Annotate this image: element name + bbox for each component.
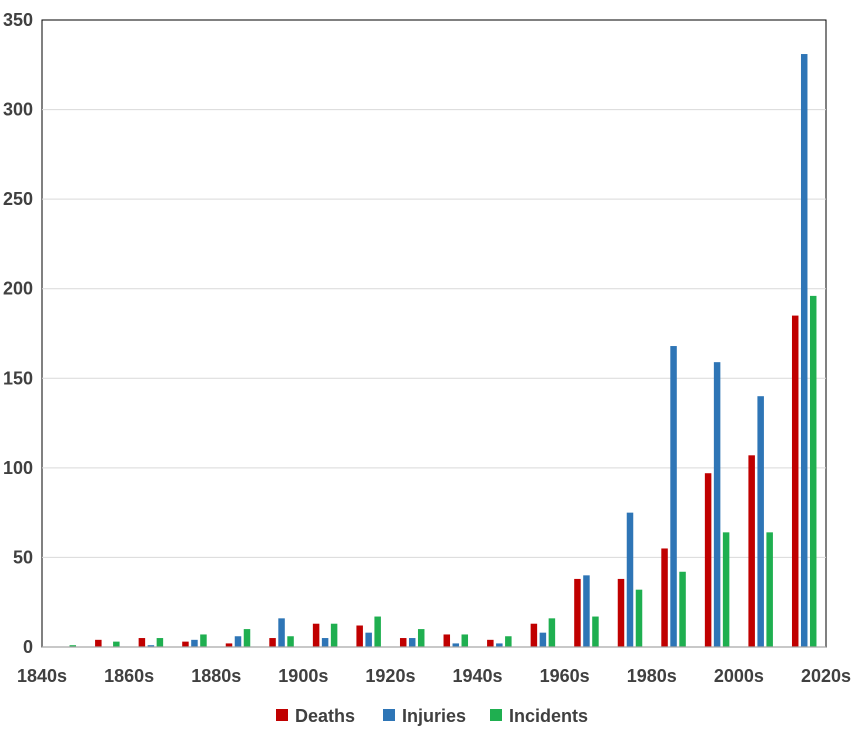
y-tick-label: 50: [13, 547, 33, 567]
bar-injuries-1960s: [583, 575, 590, 647]
bar-incidents-1870s: [200, 634, 207, 647]
bar-deaths-1920s: [399, 638, 407, 647]
bar-injuries-2010s: [800, 54, 808, 647]
bar-incidents-1880s: [243, 629, 251, 647]
bar-incidents-1940s: [505, 636, 512, 647]
bar-incidents-1850s: [113, 641, 120, 647]
bar-deaths-1970s: [617, 578, 625, 647]
bar-injuries-1930s: [452, 643, 460, 647]
bar-injuries-1890s: [278, 618, 285, 647]
bar-injuries-1860s: [147, 645, 155, 647]
bar-deaths-1990s: [704, 473, 712, 647]
bar-deaths-1850s: [95, 639, 102, 647]
bar-injuries-1940s: [496, 643, 503, 647]
x-tick-label: 1840s: [17, 666, 67, 686]
bar-deaths-1870s: [182, 641, 189, 647]
bar-injuries-2000s: [757, 396, 764, 647]
y-tick-label: 300: [3, 100, 33, 120]
legend-swatch-incidents: [490, 709, 502, 721]
bar-incidents-1860s: [156, 638, 164, 647]
bar-injuries-1880s: [234, 636, 242, 647]
bar-deaths-1900s: [312, 623, 320, 647]
bar-incidents-1930s: [461, 634, 469, 647]
bar-incidents-1900s: [330, 623, 338, 647]
bar-deaths-1880s: [225, 643, 233, 647]
bar-deaths-2010s: [791, 315, 799, 647]
x-tick-label: 2000s: [714, 666, 764, 686]
x-tick-label: 1900s: [278, 666, 328, 686]
x-tick-label: 1980s: [627, 666, 677, 686]
bar-injuries-1910s: [365, 632, 372, 647]
y-tick-label: 250: [3, 189, 33, 209]
bar-incidents-1990s: [722, 532, 730, 647]
bar-injuries-1970s: [626, 512, 634, 647]
x-tick-label: 1920s: [365, 666, 415, 686]
gridlines: [42, 109, 826, 558]
x-tick-label: 1860s: [104, 666, 154, 686]
bar-injuries-1950s: [539, 632, 547, 647]
legend: Deaths Injuries Incidents: [276, 706, 588, 726]
bar-incidents-2010s: [809, 295, 817, 647]
bar-injuries-1980s: [670, 346, 677, 647]
bar-incidents-1980s: [679, 571, 686, 647]
bar-deaths-1860s: [138, 638, 146, 647]
bars: [69, 54, 817, 647]
legend-label-deaths: Deaths: [295, 706, 355, 726]
x-tick-label: 2020s: [801, 666, 851, 686]
y-tick-label: 0: [23, 637, 33, 657]
x-tick-label: 1960s: [540, 666, 590, 686]
bar-incidents-1970s: [635, 589, 643, 647]
y-tick-label: 200: [3, 279, 33, 299]
x-axis-ticks: 1840s 1860s 1880s 1900s 1920s 1940s 1960s 1980s…: [17, 666, 851, 686]
y-tick-label: 350: [3, 10, 33, 30]
bar-deaths-1930s: [443, 634, 451, 647]
bar-deaths-2000s: [748, 455, 755, 647]
bar-incidents-2000s: [766, 532, 773, 647]
bar-injuries-1870s: [191, 639, 198, 647]
legend-label-injuries: Injuries: [402, 706, 466, 726]
x-tick-label: 1880s: [191, 666, 241, 686]
bar-incidents-1960s: [592, 616, 599, 647]
y-tick-label: 150: [3, 368, 33, 388]
bar-deaths-1950s: [530, 623, 538, 647]
bar-injuries-1990s: [713, 362, 721, 647]
bar-deaths-1890s: [269, 638, 276, 647]
bar-incidents-1910s: [374, 616, 381, 647]
bar-incidents-1840s: [69, 645, 77, 647]
legend-swatch-injuries: [383, 709, 395, 721]
bar-deaths-1940s: [487, 639, 494, 647]
bar-deaths-1980s: [661, 548, 668, 647]
bar-injuries-1920s: [408, 638, 416, 647]
bar-incidents-1920s: [417, 629, 425, 647]
legend-label-incidents: Incidents: [509, 706, 588, 726]
bar-injuries-1900s: [321, 638, 329, 647]
x-tick-label: 1940s: [453, 666, 503, 686]
bar-deaths-1910s: [356, 625, 363, 647]
legend-swatch-deaths: [276, 709, 288, 721]
bar-incidents-1890s: [287, 636, 294, 647]
bar-incidents-1950s: [548, 618, 556, 647]
y-axis-ticks: 0 50 100 150 200 250 300 350: [3, 10, 33, 657]
y-tick-label: 100: [3, 458, 33, 478]
bar-deaths-1960s: [574, 578, 581, 647]
